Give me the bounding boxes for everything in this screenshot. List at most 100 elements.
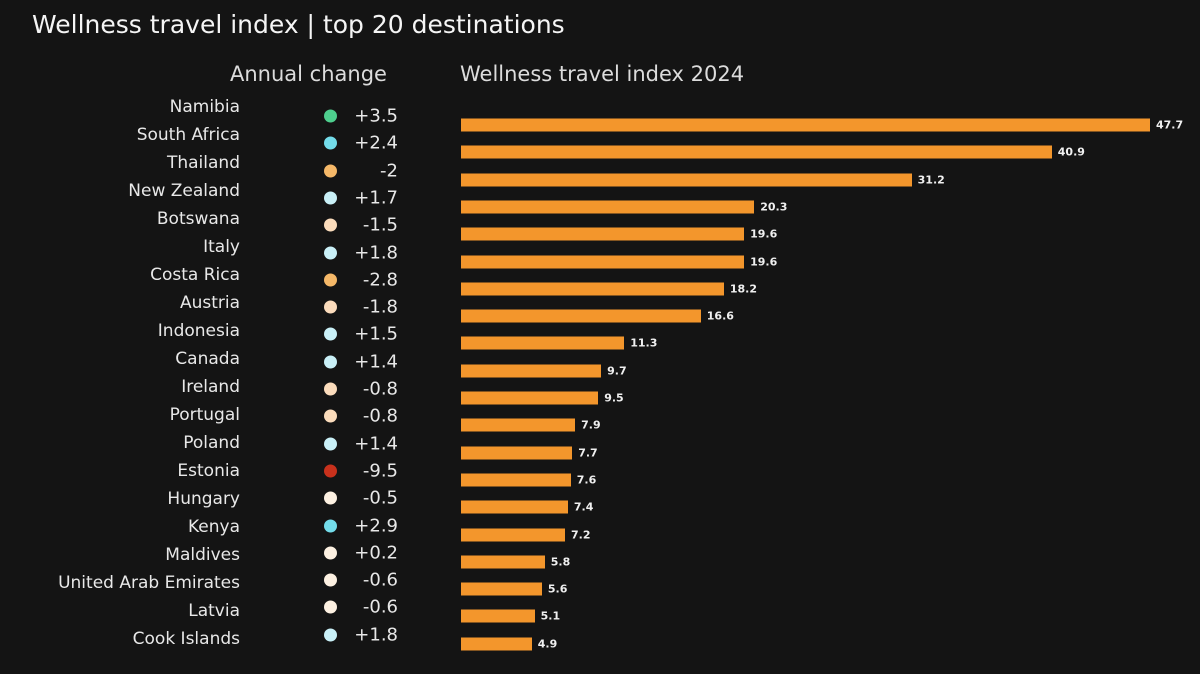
index-header: Wellness travel index 2024	[460, 62, 745, 86]
change-dot	[324, 191, 337, 205]
index-value-label: 16.6	[706, 309, 734, 323]
annual-change-value: +2.4	[354, 132, 398, 154]
index-value-label: 20.3	[760, 200, 788, 214]
change-dot	[324, 573, 337, 587]
change-dot	[324, 218, 337, 232]
change-dot	[324, 437, 337, 451]
change-dot	[324, 519, 337, 532]
index-value-label: 31.2	[917, 173, 945, 187]
country-label: Maldives	[165, 545, 240, 565]
change-dot	[324, 109, 337, 123]
country-label: Namibia	[169, 97, 240, 117]
change-dot	[324, 600, 337, 614]
index-value-label: 11.3	[630, 336, 658, 350]
country-label: Estonia	[177, 461, 240, 481]
index-bar	[461, 473, 571, 487]
annual-change-value: +1.4	[354, 433, 398, 455]
country-label: Italy	[203, 237, 240, 257]
chart-title: Wellness travel index | top 20 destinati…	[32, 10, 565, 39]
index-value-label: 4.9	[537, 637, 558, 651]
annual-change-value: -0.8	[362, 378, 398, 400]
index-bar	[461, 282, 724, 296]
country-label: Hungary	[167, 489, 240, 509]
index-bar	[461, 582, 542, 596]
annual-change-value: -2.8	[362, 269, 398, 291]
index-value-label: 9.7	[607, 364, 627, 378]
change-dot	[324, 136, 337, 150]
change-dot	[324, 491, 337, 505]
index-bar	[461, 173, 912, 187]
change-dot	[324, 300, 337, 314]
annual-change-value: -0.6	[362, 569, 398, 591]
index-bar	[461, 391, 599, 405]
country-label: Canada	[175, 349, 240, 369]
annual-change-value: +1.8	[354, 624, 398, 646]
country-label: South Africa	[136, 125, 240, 145]
index-value-label: 5.6	[547, 582, 568, 596]
index-value-label: 19.6	[750, 227, 778, 241]
country-label: Kenya	[187, 517, 240, 537]
index-value-label: 18.2	[729, 282, 758, 296]
index-value-label: 7.7	[578, 446, 598, 460]
country-label: Ireland	[181, 377, 240, 397]
index-bar	[461, 200, 755, 214]
country-label: Thailand	[166, 153, 240, 173]
index-bar	[461, 336, 625, 350]
country-label: Indonesia	[157, 321, 240, 341]
annual-change-value: +1.4	[354, 351, 398, 373]
change-dot	[324, 382, 337, 396]
annual-change-value: -2	[380, 160, 398, 182]
index-bar	[461, 364, 602, 378]
index-bar	[461, 609, 535, 623]
index-value-label: 19.6	[750, 255, 778, 268]
index-bar	[461, 528, 565, 541]
change-dot	[324, 273, 337, 287]
annual-change-value: -0.5	[362, 487, 398, 509]
index-bar	[461, 446, 573, 460]
country-label: Austria	[179, 293, 240, 313]
annual-change-value: +1.5	[354, 323, 398, 345]
annual-change-header: Annual change	[230, 62, 387, 86]
index-value-label: 7.9	[581, 418, 601, 432]
index-bar	[461, 309, 701, 323]
change-dot	[324, 355, 337, 369]
index-value-label: 40.9	[1057, 145, 1085, 159]
change-dot	[324, 628, 337, 642]
index-value-label: 47.7	[1156, 118, 1184, 132]
index-value-label: 5.8	[550, 555, 571, 569]
annual-change-value: -0.8	[362, 405, 398, 427]
index-bar	[461, 145, 1052, 159]
index-value-label: 9.5	[604, 391, 624, 405]
annual-change-value: -0.6	[362, 596, 398, 618]
change-dot	[324, 246, 337, 259]
annual-change-value: -9.5	[362, 460, 398, 482]
change-dot	[324, 409, 337, 423]
change-dot	[324, 546, 337, 560]
annual-change-value: -1.8	[362, 296, 398, 318]
country-label: Poland	[183, 433, 240, 453]
index-bar	[461, 255, 745, 268]
country-label: Latvia	[188, 601, 240, 621]
index-bar	[461, 118, 1150, 132]
annual-change-value: -1.5	[362, 214, 398, 236]
country-label: Portugal	[169, 405, 240, 425]
change-dot	[324, 327, 337, 341]
index-bar	[461, 227, 745, 241]
annual-change-value: +0.2	[354, 542, 398, 564]
index-bar	[461, 418, 576, 432]
index-bar	[461, 500, 568, 514]
country-label: Cook Islands	[132, 629, 240, 649]
annual-change-value: +1.7	[354, 187, 398, 209]
change-dot	[324, 164, 337, 178]
country-label: New Zealand	[128, 181, 240, 201]
index-value-label: 5.1	[540, 609, 561, 623]
country-label: Botswana	[156, 209, 240, 229]
change-dot	[324, 464, 337, 478]
annual-change-value: +2.9	[354, 515, 398, 536]
index-value-label: 7.4	[573, 500, 594, 514]
annual-change-value: +1.8	[354, 242, 398, 263]
index-value-label: 7.2	[571, 528, 591, 541]
country-label: Costa Rica	[150, 265, 240, 285]
country-label: United Arab Emirates	[58, 573, 240, 593]
index-bar	[461, 637, 532, 651]
